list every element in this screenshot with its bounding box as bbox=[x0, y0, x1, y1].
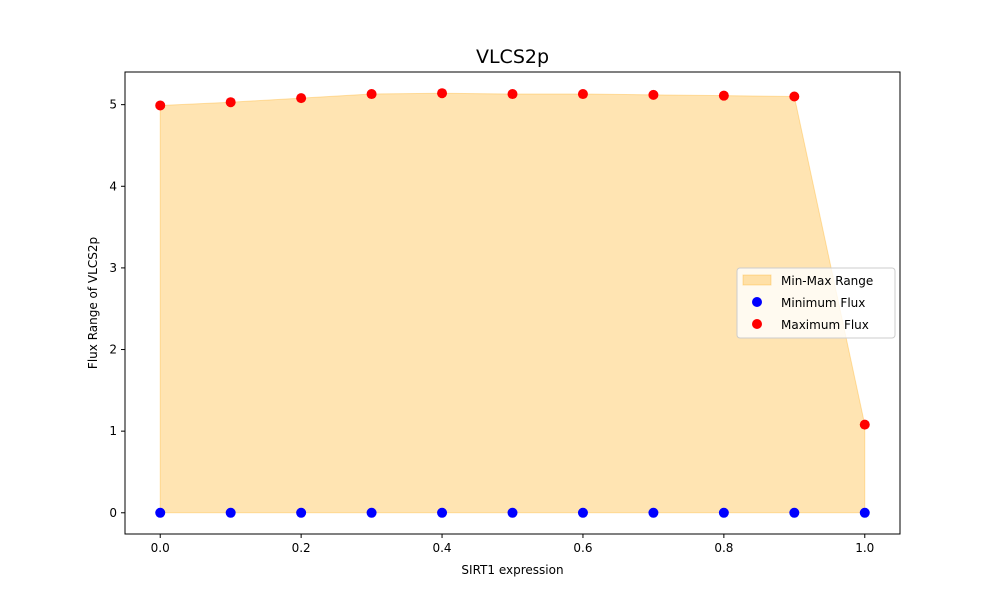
legend-label-maximum-flux: Maximum Flux bbox=[781, 318, 869, 332]
x-tick-label: 0.0 bbox=[151, 541, 170, 555]
maximum-flux-point bbox=[437, 88, 448, 99]
y-tick-label: 3 bbox=[109, 261, 117, 275]
legend-label-min-max-range: Min-Max Range bbox=[781, 274, 873, 288]
maximum-flux-point bbox=[577, 89, 588, 100]
y-tick-label: 4 bbox=[109, 179, 117, 193]
minimum-flux-point bbox=[366, 507, 377, 518]
x-tick-label: 1.0 bbox=[855, 541, 874, 555]
x-tick-label: 0.6 bbox=[573, 541, 592, 555]
x-axis-label: SIRT1 expression bbox=[461, 563, 563, 577]
minimum-flux-point bbox=[718, 507, 729, 518]
legend: Min-Max Range Minimum Flux Maximum Flux bbox=[736, 267, 896, 339]
maximum-flux-point bbox=[859, 419, 870, 430]
maximum-flux-point bbox=[507, 89, 518, 100]
plot-layer bbox=[155, 88, 870, 518]
maximum-flux-point bbox=[718, 90, 729, 101]
maximum-flux-point bbox=[225, 97, 236, 108]
maximum-flux-point bbox=[789, 91, 800, 102]
minimum-flux-point bbox=[577, 507, 588, 518]
minimum-flux-point bbox=[789, 507, 800, 518]
maximum-flux-point bbox=[155, 100, 166, 111]
y-axis-label: Flux Range of VLCS2p bbox=[86, 237, 100, 369]
y-tick-label: 5 bbox=[109, 98, 117, 112]
chart-title: VLCS2p bbox=[476, 46, 549, 68]
maximum-flux-point bbox=[296, 93, 307, 104]
ticks-layer: 0.0 0.2 0.4 0.6 0.8 1.0 0 1 2 3 4 5 bbox=[109, 98, 874, 555]
x-tick-label: 0.2 bbox=[292, 541, 311, 555]
minimum-flux-point bbox=[296, 507, 307, 518]
minimum-flux-point bbox=[155, 507, 166, 518]
minimum-flux-point bbox=[437, 507, 448, 518]
maximum-flux-point bbox=[366, 89, 377, 100]
legend-box bbox=[736, 267, 896, 339]
minimum-flux-point bbox=[225, 507, 236, 518]
minimum-flux-point bbox=[507, 507, 518, 518]
x-tick-label: 0.4 bbox=[432, 541, 451, 555]
y-tick-label: 2 bbox=[109, 343, 117, 357]
minimum-flux-point bbox=[859, 507, 870, 518]
legend-label-minimum-flux: Minimum Flux bbox=[781, 296, 865, 310]
legend-marker-minimum-flux bbox=[752, 297, 762, 307]
plot-frame bbox=[124, 71, 901, 535]
maximum-flux-point bbox=[648, 89, 659, 100]
x-tick-label: 0.8 bbox=[714, 541, 733, 555]
legend-marker-maximum-flux bbox=[752, 319, 762, 329]
y-tick-label: 0 bbox=[109, 506, 117, 520]
legend-fill-swatch bbox=[742, 274, 772, 286]
y-tick-label: 1 bbox=[109, 424, 117, 438]
minimum-flux-point bbox=[648, 507, 659, 518]
